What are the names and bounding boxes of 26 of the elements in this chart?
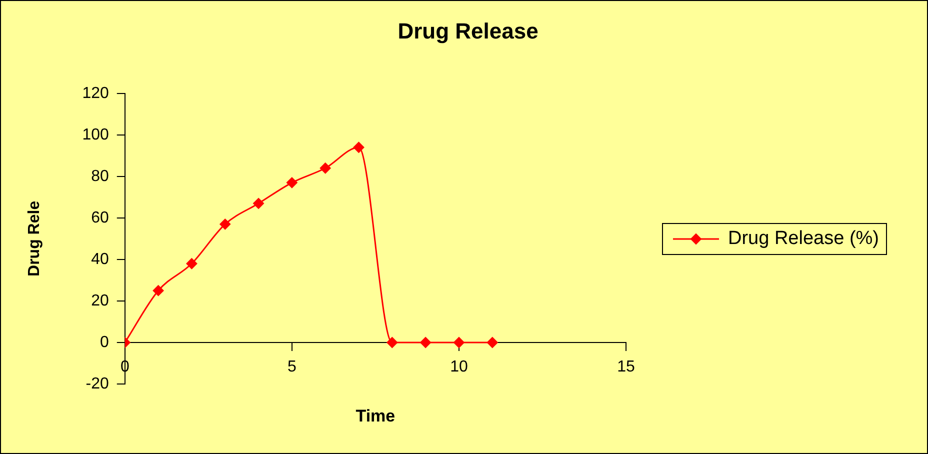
x-axis-title: Time bbox=[356, 406, 396, 426]
y-tick-label: 60 bbox=[91, 209, 109, 226]
y-tick-label: 0 bbox=[100, 334, 109, 351]
x-tick-label: 15 bbox=[617, 358, 635, 376]
y-tick-label: 20 bbox=[91, 292, 109, 310]
point bbox=[220, 218, 231, 230]
y-tick-label: 100 bbox=[82, 126, 109, 144]
point bbox=[152, 285, 164, 296]
point bbox=[420, 336, 432, 348]
y-tick-label: 80 bbox=[91, 168, 109, 185]
x-tick-label: 10 bbox=[450, 358, 468, 376]
y-tick-label: 120 bbox=[82, 84, 109, 102]
x-tick-label: 5 bbox=[287, 358, 296, 376]
point bbox=[320, 162, 331, 174]
chart-title: Drug Release bbox=[398, 18, 538, 44]
legend-label: Drug Release (%) bbox=[728, 228, 879, 250]
y-axis-title: Drug Rele bbox=[26, 200, 44, 276]
point bbox=[386, 336, 398, 348]
point bbox=[353, 142, 364, 153]
point bbox=[186, 258, 198, 270]
point bbox=[253, 198, 264, 209]
y-tick-label: -20 bbox=[86, 375, 109, 392]
point bbox=[286, 177, 298, 188]
point bbox=[453, 336, 464, 348]
point bbox=[486, 336, 498, 348]
y-tick-label: 40 bbox=[91, 250, 109, 268]
